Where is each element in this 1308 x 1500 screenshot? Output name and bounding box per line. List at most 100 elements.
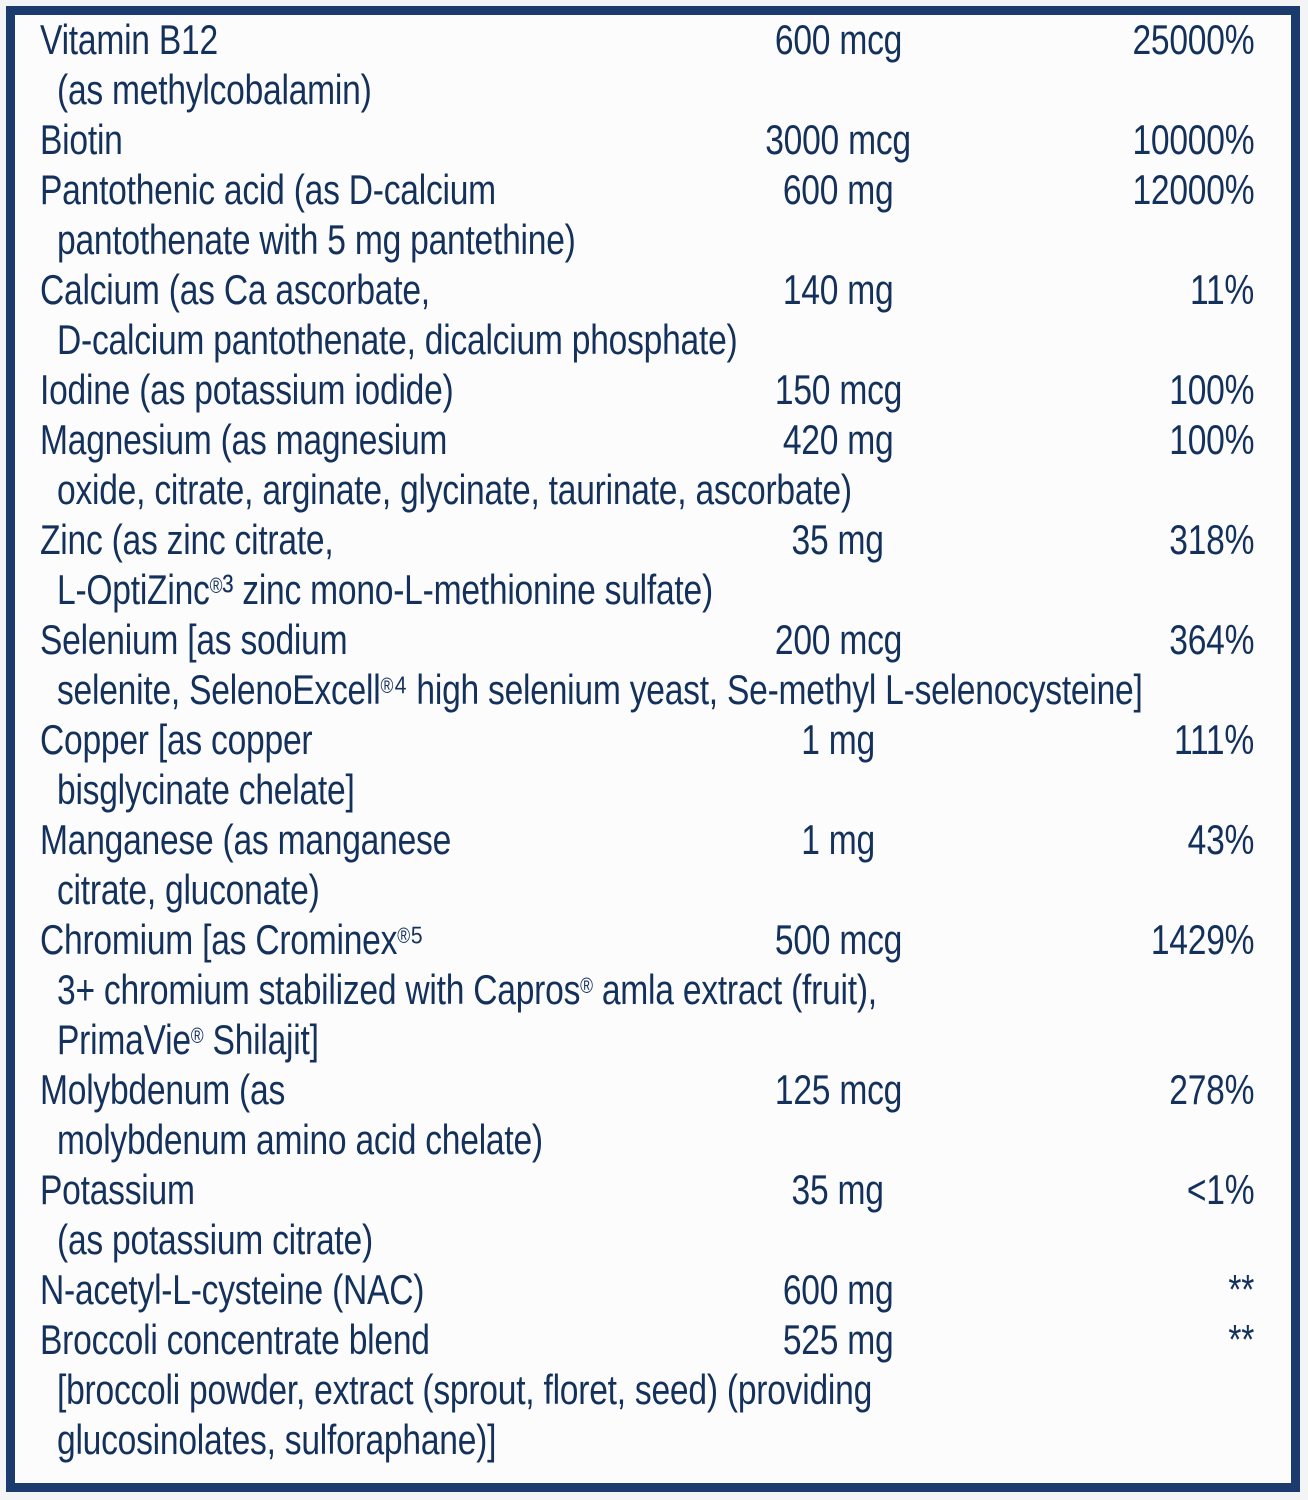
ingredient-continuation-line: (as methylcobalamin): [40, 65, 1254, 115]
ingredient-dv-cell: 100%: [978, 365, 1254, 415]
ingredient-row: Potassium 35 mg <1%: [40, 1165, 1254, 1215]
ingredient-name-cell: Biotin: [40, 115, 698, 165]
ingredient-row: Magnesium (as magnesium 420 mg 100%: [40, 415, 1254, 465]
ingredient-dv: 43%: [1187, 816, 1254, 863]
ingredient-dv-cell: 100%: [978, 415, 1254, 465]
ingredient-dv-cell: **: [978, 1315, 1254, 1365]
ingredient-dv-cell: <1%: [978, 1165, 1255, 1215]
ingredient-name-cell: Pantothenic acid (as D-calcium: [40, 165, 698, 215]
ingredient-continuation-line: (as potassium citrate): [40, 1215, 1254, 1265]
ingredient-dv: 10000%: [1132, 116, 1254, 163]
ingredient-row: Calcium (as Ca ascorbate, 140 mg 11%: [40, 265, 1254, 315]
ingredient-name-cell: Selenium [as sodium: [40, 615, 698, 665]
ingredient-amount-cell: 600 mg: [698, 1265, 978, 1315]
ingredient-continuation-text: (as potassium citrate): [57, 1216, 373, 1263]
ingredient-row: Copper [as copper 1 mg 111%: [40, 715, 1254, 765]
ingredient-dv-cell: 111%: [978, 715, 1254, 765]
ingredient-name: Zinc (as zinc citrate,: [40, 516, 334, 563]
ingredient-continuation-line: pantothenate with 5 mg pantethine): [40, 215, 1254, 265]
ingredient-continuation-text: bisglycinate chelate]: [57, 766, 355, 813]
ingredient-name: Copper [as copper: [40, 716, 313, 763]
ingredient-dv: **: [1228, 1266, 1254, 1313]
ingredient-name-cell: Copper [as copper: [40, 715, 698, 765]
ingredient-amount: 1 mg: [801, 716, 875, 763]
ingredient-amount-cell: 35 mg: [698, 1165, 978, 1215]
ingredient-amount: 35 mg: [791, 1166, 885, 1213]
ingredient-continuation-text: pantothenate with 5 mg pantethine): [57, 216, 576, 263]
ingredient-amount: 1 mg: [801, 816, 875, 863]
ingredient-dv: 11%: [1189, 266, 1254, 313]
ingredient-amount: 150 mcg: [774, 366, 902, 413]
ingredient-row: Vitamin B12 600 mcg 25000%: [40, 15, 1254, 65]
ingredient-row: Iodine (as potassium iodide) 150 mcg 100…: [40, 365, 1254, 415]
ingredient-dv: 12000%: [1132, 166, 1254, 213]
ingredient-continuation-line: glucosinolates, sulforaphane)]: [40, 1415, 1254, 1465]
ingredient-amount-cell: 500 mcg: [698, 915, 978, 965]
ingredient-row: Pantothenic acid (as D-calcium 600 mg 12…: [40, 165, 1254, 215]
ingredient-name: Vitamin B12: [40, 16, 218, 63]
ingredient-name-cell: Vitamin B12: [40, 15, 698, 65]
ingredient-amount: 525 mg: [782, 1316, 894, 1363]
ingredient-amount-cell: 600 mcg: [698, 15, 978, 65]
ingredient-amount-cell: 150 mcg: [698, 365, 978, 415]
ingredient-row: Chromium [as Crominex®⁵ 500 mcg 1429%: [40, 915, 1254, 965]
ingredient-dv-cell: 318%: [978, 515, 1254, 565]
ingredient-continuation-line: molybdenum amino acid chelate): [40, 1115, 1254, 1165]
ingredient-name: Chromium [as Crominex®⁵: [40, 916, 424, 963]
ingredient-continuation-text: molybdenum amino acid chelate): [57, 1116, 543, 1163]
ingredient-dv-cell: 25000%: [978, 15, 1254, 65]
ingredient-amount-cell: 200 mcg: [698, 615, 978, 665]
ingredient-name-cell: Chromium [as Crominex®⁵: [40, 915, 698, 965]
ingredient-amount: 3000 mcg: [765, 116, 911, 163]
ingredient-continuation-line: selenite, SelenoExcell®⁴ high selenium y…: [40, 665, 1254, 715]
ingredient-dv-cell: 11%: [978, 265, 1254, 315]
ingredient-amount: 140 mg: [782, 266, 894, 313]
ingredient-dv: **: [1228, 1316, 1254, 1363]
ingredient-dv-cell: **: [978, 1265, 1254, 1315]
ingredient-dv-cell: 1429%: [978, 915, 1255, 965]
ingredient-name: Pantothenic acid (as D-calcium: [40, 166, 496, 213]
ingredient-amount-cell: 3000 mcg: [698, 115, 978, 165]
ingredient-name-cell: Manganese (as manganese: [40, 815, 698, 865]
ingredient-amount: 125 mcg: [774, 1066, 902, 1113]
ingredient-continuation-text: [broccoli powder, extract (sprout, flore…: [57, 1366, 873, 1413]
ingredient-continuation-line: citrate, gluconate): [40, 865, 1254, 915]
supplement-facts-panel: Vitamin B12 600 mcg 25000% (as methylcob…: [6, 6, 1300, 1492]
ingredient-row: Zinc (as zinc citrate, 35 mg 318%: [40, 515, 1254, 565]
ingredient-dv: 25000%: [1132, 16, 1254, 63]
ingredient-dv-cell: 43%: [978, 815, 1254, 865]
ingredient-dv: 278%: [1169, 1066, 1254, 1113]
ingredient-name: Potassium: [40, 1166, 195, 1213]
ingredient-name: Iodine (as potassium iodide): [40, 366, 454, 413]
ingredient-amount: 600 mg: [782, 166, 894, 213]
ingredient-continuation-text: oxide, citrate, arginate, glycinate, tau…: [57, 466, 852, 513]
ingredient-name: Molybdenum (as: [40, 1066, 286, 1113]
ingredient-amount-cell: 420 mg: [698, 415, 978, 465]
ingredient-dv-cell: 364%: [978, 615, 1254, 665]
ingredient-name-cell: N-acetyl-L-cysteine (NAC): [40, 1265, 698, 1315]
ingredient-table: Vitamin B12 600 mcg 25000% (as methylcob…: [15, 15, 1291, 1483]
ingredient-dv: 111%: [1174, 716, 1254, 763]
ingredient-continuation-text: selenite, SelenoExcell®⁴ high selenium y…: [57, 666, 1143, 713]
ingredient-amount: 200 mcg: [774, 616, 902, 663]
ingredient-continuation-text: PrimaVie® Shilajit]: [57, 1016, 319, 1063]
ingredient-row: Manganese (as manganese 1 mg 43%: [40, 815, 1254, 865]
ingredient-name: Magnesium (as magnesium: [40, 416, 448, 463]
ingredient-amount-cell: 600 mg: [698, 165, 978, 215]
ingredient-continuation-text: 3+ chromium stabilized with Capros® amla…: [57, 966, 877, 1013]
ingredient-dv: 100%: [1169, 416, 1254, 463]
ingredient-name: Selenium [as sodium: [40, 616, 348, 663]
ingredient-continuation-line: 3+ chromium stabilized with Capros® amla…: [40, 965, 1254, 1015]
ingredient-continuation-line: L-OptiZinc®³ zinc mono-L-methionine sulf…: [40, 565, 1254, 615]
ingredient-amount-cell: 1 mg: [698, 715, 978, 765]
ingredient-dv: 318%: [1169, 516, 1254, 563]
ingredient-name-cell: Calcium (as Ca ascorbate,: [40, 265, 698, 315]
ingredient-amount: 35 mg: [791, 516, 885, 563]
ingredient-continuation-line: bisglycinate chelate]: [40, 765, 1254, 815]
ingredient-dv-cell: 278%: [978, 1065, 1254, 1115]
ingredient-amount-cell: 525 mg: [698, 1315, 978, 1365]
ingredient-dv: <1%: [1186, 1166, 1255, 1213]
ingredient-name-cell: Potassium: [40, 1165, 698, 1215]
ingredient-amount: 500 mcg: [774, 916, 902, 963]
ingredient-amount-cell: 140 mg: [698, 265, 978, 315]
